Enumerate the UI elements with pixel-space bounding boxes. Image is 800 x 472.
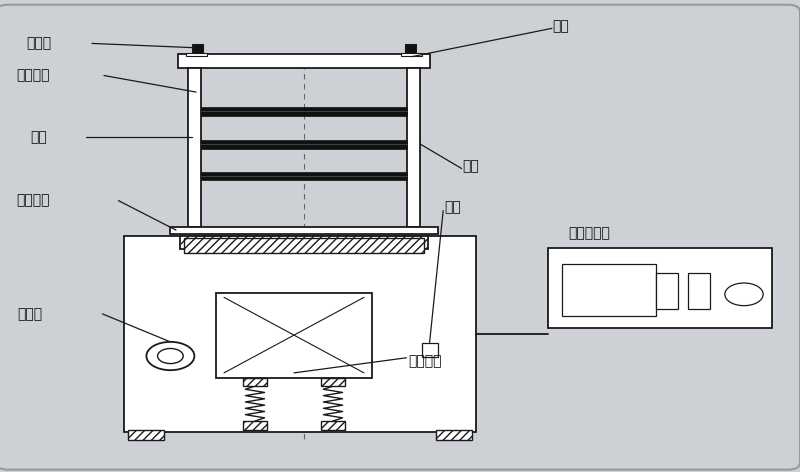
- Text: 顶盖: 顶盖: [552, 19, 569, 34]
- Circle shape: [146, 342, 194, 370]
- Bar: [436, 430, 472, 440]
- Bar: [192, 44, 203, 54]
- Bar: [688, 273, 710, 309]
- Bar: [216, 293, 372, 378]
- Bar: [178, 54, 430, 68]
- Bar: [170, 227, 438, 234]
- Text: 开关: 开关: [444, 201, 461, 215]
- Bar: [321, 378, 345, 386]
- Text: 超声波电源: 超声波电源: [568, 227, 610, 241]
- Bar: [188, 68, 201, 227]
- Bar: [548, 248, 772, 328]
- Circle shape: [158, 348, 183, 363]
- Bar: [243, 378, 267, 386]
- Bar: [201, 107, 407, 116]
- Bar: [128, 430, 164, 440]
- Text: 紧定手柄: 紧定手柄: [16, 68, 50, 83]
- Bar: [184, 238, 424, 253]
- Text: 振动托盘: 振动托盘: [16, 194, 50, 208]
- Text: 螺杆: 螺杆: [30, 130, 47, 144]
- FancyBboxPatch shape: [0, 5, 800, 470]
- Text: 筛框: 筛框: [462, 159, 479, 173]
- Bar: [562, 264, 657, 316]
- Bar: [401, 53, 422, 56]
- Bar: [321, 421, 345, 430]
- Bar: [201, 140, 407, 149]
- Bar: [186, 53, 207, 56]
- Bar: [201, 172, 407, 180]
- Text: 定时器: 定时器: [18, 307, 42, 321]
- Bar: [180, 236, 428, 249]
- Bar: [124, 236, 476, 432]
- Bar: [407, 68, 420, 227]
- Bar: [422, 343, 438, 357]
- Text: 圆手柄: 圆手柄: [26, 36, 51, 51]
- Circle shape: [725, 283, 763, 306]
- Bar: [243, 421, 267, 430]
- Bar: [656, 273, 678, 309]
- Text: 振动电机: 振动电机: [408, 354, 442, 368]
- Bar: [405, 44, 416, 54]
